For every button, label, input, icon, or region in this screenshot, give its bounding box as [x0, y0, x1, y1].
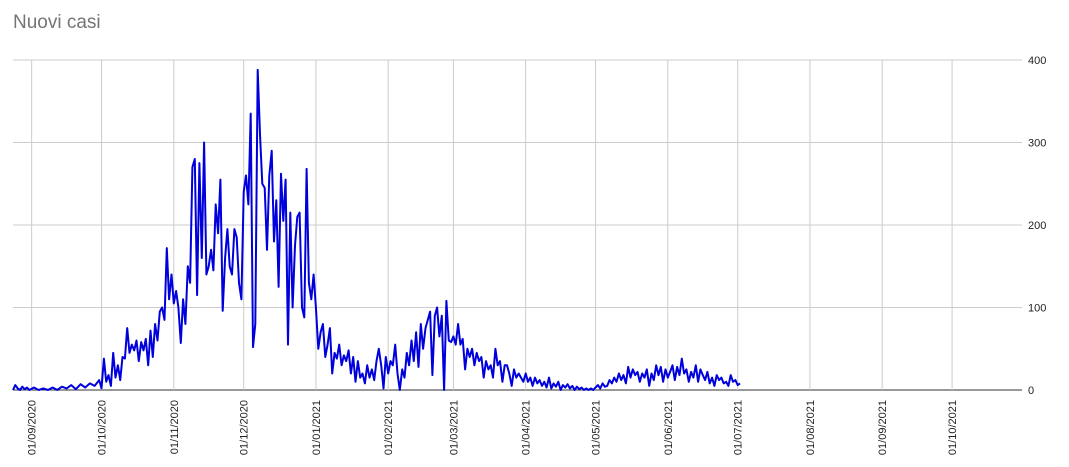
x-tick-label: 01/03/2021 — [448, 400, 460, 455]
x-tick-label: 01/07/2021 — [733, 400, 745, 455]
chart-title: Nuovi casi — [13, 12, 101, 33]
x-tick-label: 01/05/2021 — [591, 400, 603, 455]
x-tick-label: 01/08/2021 — [805, 400, 817, 455]
y-tick-label: 100 — [1028, 303, 1046, 315]
x-tick-label: 01/09/2020 — [27, 400, 39, 455]
y-axis: 0 100 200 300 400 — [1028, 55, 1046, 397]
x-tick-label: 01/10/2021 — [947, 400, 959, 455]
x-tick-label: 01/06/2021 — [663, 400, 675, 455]
x-axis: 01/09/2020 01/10/2020 01/11/2020 01/12/2020… — [27, 400, 959, 455]
x-tick-label: 01/04/2021 — [521, 400, 533, 455]
y-tick-label: 200 — [1028, 220, 1046, 232]
x-tick-label: 01/09/2021 — [877, 400, 889, 455]
x-tick-label: 01/11/2020 — [169, 400, 181, 454]
y-tick-label: 400 — [1028, 55, 1046, 67]
y-tick-label: 300 — [1028, 138, 1046, 150]
x-tick-label: 01/12/2020 — [239, 400, 251, 455]
x-tick-label: 01/02/2021 — [383, 400, 395, 455]
x-tick-label: 01/10/2020 — [97, 400, 109, 455]
y-tick-label: 0 — [1028, 385, 1034, 397]
series-line-0 — [12, 68, 741, 391]
series-layer — [12, 68, 741, 391]
grid-lines — [13, 59, 1022, 391]
x-tick-label: 01/01/2021 — [311, 400, 323, 455]
